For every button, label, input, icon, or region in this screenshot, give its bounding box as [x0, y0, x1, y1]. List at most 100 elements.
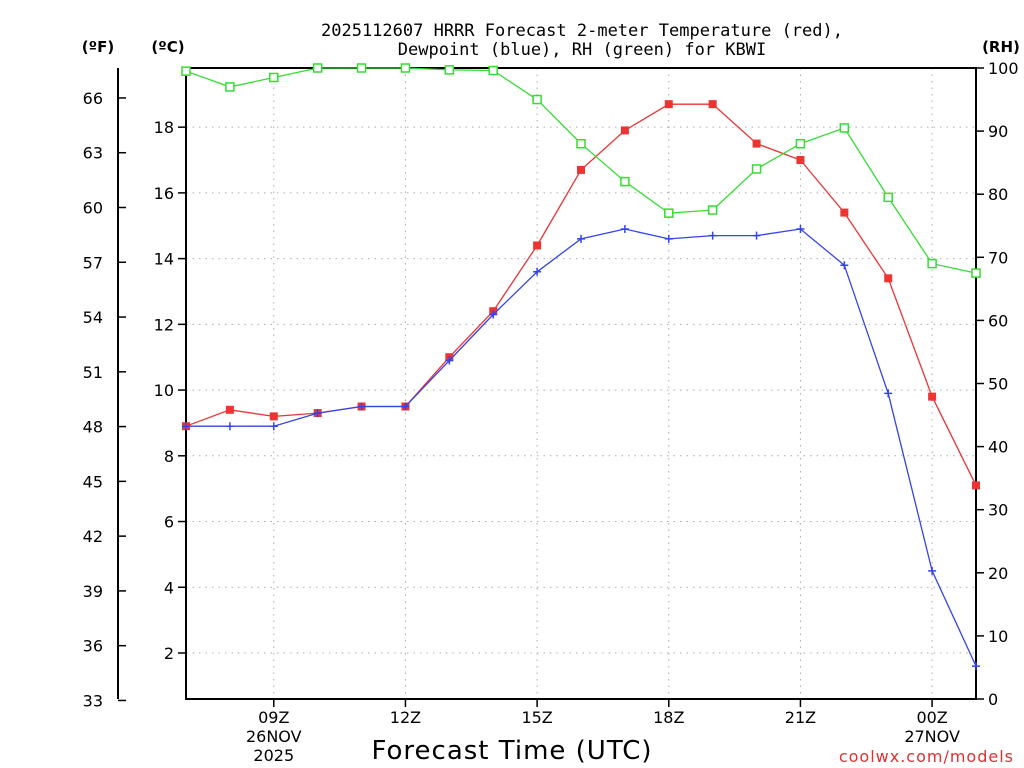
dewpoint-point — [884, 389, 893, 398]
rh-tick-label: 0 — [988, 690, 998, 709]
temperature-point — [664, 100, 673, 109]
fahrenheit-tick-label: 48 — [83, 418, 103, 437]
rh-tick-label: 80 — [988, 185, 1008, 204]
x-tick-label: 00Z — [916, 708, 947, 727]
x-tick-label: 12Z — [390, 708, 421, 727]
rh-tick-label: 60 — [988, 311, 1008, 330]
temperature-point — [972, 481, 980, 490]
rh-tick-label: 30 — [988, 501, 1008, 520]
temperature-point — [577, 165, 585, 174]
celsius-tick-label: 2 — [164, 644, 174, 663]
chart-title-line1: 2025112607 HRRR Forecast 2-meter Tempera… — [321, 21, 843, 41]
rh-point — [400, 63, 411, 73]
credit-text: coolwx.com/models — [839, 747, 1014, 766]
dewpoint-point — [313, 409, 322, 418]
temperature-point — [840, 208, 849, 217]
right-axis-unit-rh: (RH) — [982, 38, 1020, 56]
temperature-point — [884, 274, 893, 283]
left-axis-unit-celsius: (ºC) — [151, 38, 184, 56]
fahrenheit-tick-label: 63 — [83, 144, 103, 163]
rh-point — [312, 63, 323, 73]
celsius-tick-label: 8 — [164, 447, 174, 466]
series-line-temperature — [185, 103, 977, 486]
fahrenheit-ticks: 33 36 39 42 45 48 51 54 57 60 63 66 — [83, 89, 126, 710]
dewpoint-point — [752, 231, 761, 240]
fahrenheit-tick-label: 66 — [83, 89, 103, 108]
fahrenheit-tick-label: 36 — [83, 637, 103, 656]
dewpoint-point — [533, 267, 542, 276]
fahrenheit-tick-label: 42 — [83, 527, 103, 546]
fahrenheit-tick-label: 57 — [83, 253, 103, 272]
fahrenheit-tick-label: 33 — [83, 691, 103, 710]
dewpoint-point — [269, 422, 278, 431]
rh-point — [927, 258, 937, 269]
rh-point — [488, 65, 498, 76]
rh-tick-label: 100 — [988, 59, 1019, 78]
rh-point — [883, 192, 893, 203]
x-tick-label: 09Z — [258, 708, 289, 727]
rh-point — [181, 66, 191, 76]
series-dewpoint — [182, 225, 980, 671]
rh-ticks: 0 10 20 30 40 50 60 70 80 90 100 — [976, 59, 1019, 709]
rh-point — [839, 123, 850, 133]
rh-tick-label: 40 — [988, 438, 1008, 457]
celsius-tick-label: 6 — [164, 513, 174, 532]
rh-point — [751, 164, 762, 174]
celsius-ticks: 2 4 6 8 10 12 14 16 18 — [154, 118, 186, 663]
dewpoint-point — [972, 662, 980, 671]
temperature-point — [752, 139, 761, 148]
temperature-point — [928, 392, 937, 401]
dewpoint-point — [489, 310, 498, 319]
rh-point — [707, 205, 718, 215]
dewpoint-point — [664, 234, 673, 243]
fahrenheit-tick-label: 54 — [83, 308, 103, 327]
temperature-point — [708, 100, 717, 109]
rh-tick-label: 50 — [988, 375, 1008, 394]
chart-title-line2: Dewpoint (blue), RH (green) for KBWI — [398, 40, 766, 60]
dewpoint-point — [928, 566, 937, 575]
fahrenheit-tick-label: 51 — [83, 363, 103, 382]
series-rh — [181, 63, 981, 278]
rh-point — [664, 208, 674, 218]
dewpoint-point — [445, 356, 454, 365]
dewpoint-point — [620, 225, 629, 234]
left-axis-unit-fahrenheit: (ºF) — [82, 38, 114, 56]
plot-frame — [185, 67, 977, 700]
dewpoint-point — [708, 231, 717, 240]
rh-point — [620, 176, 630, 187]
rh-point — [971, 268, 981, 278]
rh-tick-label: 90 — [988, 122, 1008, 141]
temperature-point — [225, 405, 234, 414]
celsius-tick-label: 16 — [154, 184, 174, 203]
dewpoint-point — [796, 225, 805, 234]
celsius-tick-label: 18 — [154, 118, 174, 137]
dewpoint-point — [577, 234, 585, 243]
rh-tick-label: 20 — [988, 564, 1008, 583]
x-tick-label: 18Z — [653, 708, 684, 727]
rh-point — [795, 138, 806, 149]
series-temperature — [182, 100, 980, 490]
fahrenheit-tick-label: 45 — [83, 472, 103, 491]
x-tick-year-label: 2025 — [253, 746, 294, 765]
rh-point — [444, 65, 455, 75]
dewpoint-point — [840, 261, 849, 270]
series-line-dewpoint — [186, 228, 977, 667]
rh-tick-label: 10 — [988, 627, 1008, 646]
x-tick-date-label: 27NOV — [904, 727, 960, 746]
x-tick-label: 15Z — [521, 708, 552, 727]
fahrenheit-tick-label: 39 — [83, 582, 103, 601]
rh-point — [269, 72, 279, 83]
celsius-tick-label: 4 — [164, 578, 174, 597]
temperature-point — [796, 156, 805, 165]
rh-tick-label: 70 — [988, 248, 1008, 267]
temperature-point — [269, 412, 278, 421]
rh-point — [532, 94, 542, 105]
celsius-tick-label: 10 — [154, 381, 174, 400]
rh-point — [225, 82, 235, 92]
fahrenheit-tick-label: 60 — [83, 198, 103, 217]
dewpoint-point — [401, 402, 410, 411]
dewpoint-point — [182, 422, 190, 431]
gridlines — [186, 68, 976, 699]
